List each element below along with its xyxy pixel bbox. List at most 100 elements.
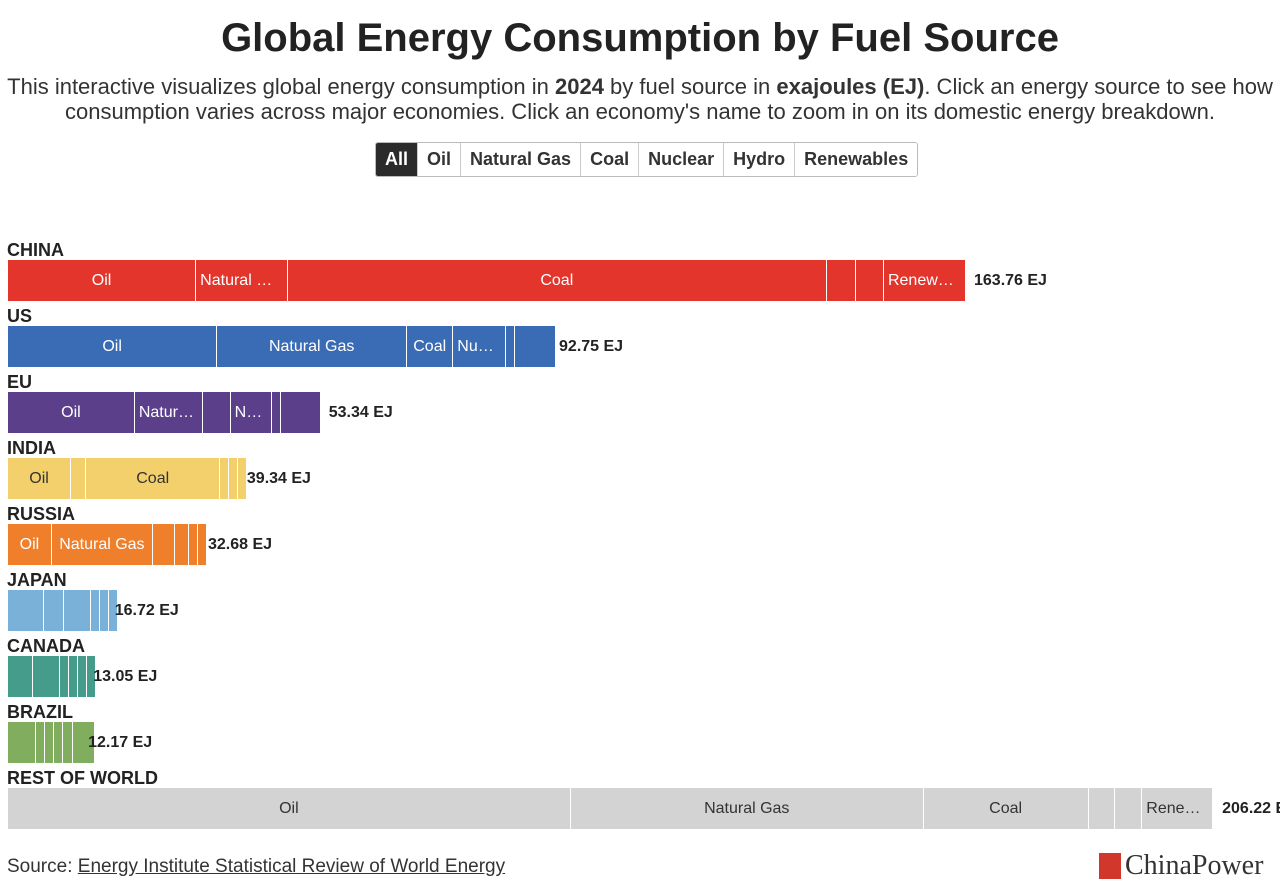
bar-segment[interactable] <box>87 656 96 697</box>
bar-segment[interactable] <box>189 524 199 565</box>
bar-segment[interactable] <box>175 524 190 565</box>
bar-segment[interactable] <box>506 326 516 367</box>
bar-segment[interactable] <box>36 722 46 763</box>
bar <box>8 590 117 631</box>
bar-segment[interactable] <box>855 260 884 301</box>
bar-segment[interactable] <box>515 326 556 367</box>
bar-segment[interactable] <box>152 524 176 565</box>
bar-segment[interactable] <box>69 656 78 697</box>
bar-segment[interactable] <box>826 260 856 301</box>
bar-segment[interactable]: Natural Gas <box>134 392 203 433</box>
economy-label[interactable]: JAPAN <box>7 570 67 590</box>
bar-segment[interactable] <box>271 392 281 433</box>
filter-button[interactable]: Coal <box>581 143 640 176</box>
economy-label[interactable]: REST OF WORLD <box>7 768 158 788</box>
bar-segment[interactable] <box>54 722 64 763</box>
economy-label[interactable]: BRAZIL <box>7 702 73 722</box>
economy-label[interactable]: US <box>7 306 33 326</box>
bar-segment[interactable] <box>45 722 55 763</box>
economy-label[interactable]: INDIA <box>7 438 56 458</box>
segment-label: Oil <box>91 272 112 289</box>
bar-segment[interactable]: Renewables <box>883 260 966 301</box>
bar-segment[interactable] <box>71 458 87 499</box>
segment-label: Natural Gas <box>200 272 286 289</box>
bar <box>8 656 96 697</box>
bar-segment[interactable]: Nuclear <box>453 326 507 367</box>
bar-segment[interactable] <box>280 392 320 433</box>
logo-text: ChinaPower <box>1125 850 1264 881</box>
bar: Oil Natural Gas Coal Renewables <box>8 260 966 301</box>
segment-label: Oil <box>279 800 299 817</box>
bar-segment[interactable] <box>202 392 231 433</box>
segment-label: Renewables <box>1146 800 1213 817</box>
bar-segment[interactable]: Coal <box>86 458 221 499</box>
bar-segment[interactable] <box>1088 788 1116 829</box>
source: Source: Energy Institute Statistical Rev… <box>7 856 505 878</box>
total-label: 39.34 EJ <box>246 470 311 487</box>
bar-segment[interactable] <box>60 656 69 697</box>
description: This interactive visualizes global energ… <box>6 74 1274 124</box>
bar-segment[interactable] <box>8 722 37 763</box>
bar-segment[interactable] <box>8 590 45 631</box>
segment-label: Natural Gas <box>138 404 202 421</box>
bar-segment[interactable]: Nuclear <box>230 392 272 433</box>
bar-segment[interactable] <box>63 722 73 763</box>
bar-segment[interactable] <box>78 656 87 697</box>
bar-segment[interactable] <box>64 590 91 631</box>
bar-segment[interactable]: Natural Gas <box>196 260 288 301</box>
filter-button[interactable]: Renewables <box>795 143 918 176</box>
bar-segment[interactable] <box>220 458 230 499</box>
economy-label[interactable]: EU <box>7 372 33 392</box>
bar-segment[interactable] <box>99 590 109 631</box>
bar-segment[interactable] <box>108 590 117 631</box>
bar-segment[interactable] <box>44 590 65 631</box>
filter-button[interactable]: Hydro <box>724 143 796 176</box>
total-label: 206.22 EJ <box>1222 800 1280 817</box>
bar-segment[interactable] <box>1115 788 1143 829</box>
segment-label: Coal <box>540 272 574 289</box>
logo: ChinaPower <box>1099 850 1263 882</box>
bar-segment[interactable] <box>238 458 247 499</box>
description-text: by fuel source in <box>603 74 777 99</box>
economy-label[interactable]: CANADA <box>7 636 85 656</box>
bar-segment[interactable]: Coal <box>407 326 454 367</box>
bar-segment[interactable] <box>8 656 34 697</box>
bar-segment[interactable] <box>33 656 60 697</box>
segment-label: Nuclear <box>457 338 507 355</box>
segment-label: Coal <box>136 470 170 487</box>
bar-segment[interactable] <box>229 458 239 499</box>
total-label: 12.17 EJ <box>88 734 153 751</box>
bar-segment[interactable]: Coal <box>287 260 827 301</box>
total-label: 16.72 EJ <box>114 602 179 619</box>
bar-segment[interactable]: Renewables <box>1142 788 1213 829</box>
bar-segment[interactable]: Oil <box>8 458 72 499</box>
chart: CHINA Oil Natural Gas Coal Renewables 163.76 … <box>0 240 1280 840</box>
source-prefix: Source: <box>7 856 73 877</box>
logo-mark <box>1099 853 1121 879</box>
economy-label[interactable]: RUSSIA <box>7 504 76 524</box>
bar-segment[interactable]: Oil <box>8 524 52 565</box>
segment-label: Coal <box>989 800 1023 817</box>
segment-label: Oil <box>19 536 40 553</box>
filter-button[interactable]: Natural Gas <box>461 143 582 176</box>
bar-segment[interactable]: Natural Gas <box>217 326 408 367</box>
bar-segment[interactable]: Oil <box>8 788 571 829</box>
economy-label[interactable]: CHINA <box>7 240 64 260</box>
bar-segment[interactable]: Oil <box>8 260 197 301</box>
bar-segment[interactable]: Natural Gas <box>51 524 153 565</box>
bar-segment[interactable]: Oil <box>8 326 218 367</box>
bar: Oil Natural Gas Nuclear <box>8 392 320 433</box>
source-link[interactable]: Energy Institute Statistical Review of W… <box>77 856 506 877</box>
filter-button[interactable]: Oil <box>418 143 462 176</box>
bar-segment[interactable]: Oil <box>8 392 135 433</box>
filter-button[interactable]: All <box>376 143 419 176</box>
bar <box>8 722 94 763</box>
bar-segment[interactable]: Natural Gas <box>570 788 924 829</box>
bar-segment[interactable] <box>72 722 94 763</box>
title: Global Energy Consumption by Fuel Source <box>221 16 1059 60</box>
bar-segment[interactable]: Coal <box>923 788 1089 829</box>
bar-segment[interactable] <box>198 524 207 565</box>
bar-segment[interactable] <box>90 590 100 631</box>
filter-button[interactable]: Nuclear <box>639 143 725 176</box>
